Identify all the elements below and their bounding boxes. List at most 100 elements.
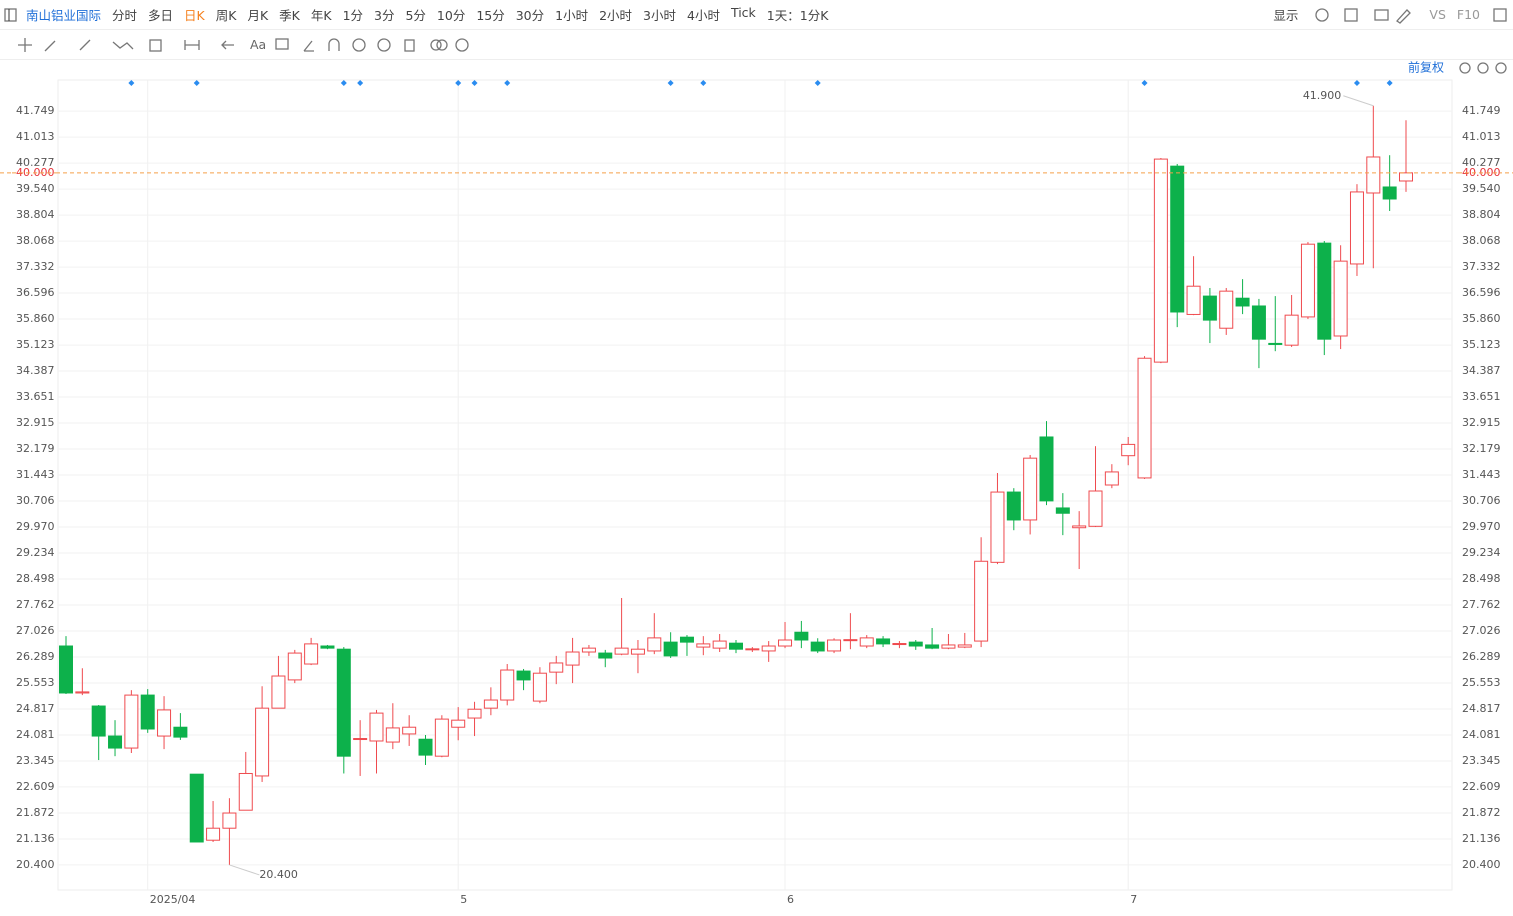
y-tick-label: 35.123 [16, 338, 55, 351]
candle-body [647, 637, 662, 652]
candle-body [189, 773, 204, 843]
candle-body [255, 707, 270, 777]
candle-body [1202, 295, 1217, 321]
y-tick-label: 21.872 [16, 806, 55, 819]
adjust-mode[interactable]: 前复权 [1408, 60, 1444, 75]
candle-body [516, 670, 531, 681]
period-button[interactable]: Tick [730, 5, 756, 20]
event-marker [667, 80, 674, 86]
y-tick-label: 34.387 [16, 364, 55, 377]
period-button[interactable]: 多日 [148, 8, 174, 23]
y-tick-label: 26.289 [16, 650, 55, 663]
candle-body [810, 641, 825, 652]
f10[interactable]: F10 [1456, 7, 1480, 22]
y-tick-label: 30.706 [16, 494, 55, 507]
candle-body [483, 699, 498, 709]
candle-body [859, 637, 874, 647]
candle-body [222, 812, 237, 829]
y-tick-label: 36.596 [16, 286, 55, 299]
y-tick-label-right: 27.762 [1462, 598, 1501, 611]
compare[interactable]: VS [1429, 7, 1446, 22]
tool-icons[interactable] [1309, 0, 1390, 30]
annotation-leader [1343, 95, 1374, 107]
y-tick-label-right: 38.804 [1462, 208, 1501, 221]
y-tick-label-right: 37.332 [1462, 260, 1501, 273]
y-tick-label: 21.136 [16, 832, 55, 845]
text-tool[interactable]: Aa [250, 37, 267, 52]
period-button[interactable]: 3分 [374, 8, 395, 23]
display[interactable]: 显示 [1273, 8, 1299, 23]
zoom-icons[interactable] [1459, 62, 1507, 74]
period-button[interactable]: 10分 [436, 8, 466, 23]
candle-body [843, 639, 858, 642]
period-button[interactable]: 周K [215, 8, 237, 23]
candle-body [108, 735, 123, 749]
period-button[interactable]: 15分 [476, 8, 505, 23]
candle-body [140, 694, 155, 730]
period-button[interactable]: 1分 [342, 8, 364, 23]
candle-body [614, 647, 629, 655]
y-tick-label-right: 26.289 [1462, 650, 1501, 663]
candle-body [500, 669, 515, 701]
candle-body [451, 719, 466, 728]
drawing-toolbar: Aa [0, 30, 1513, 60]
edit-icons[interactable] [1389, 0, 1429, 30]
x-tick-label: 5 [460, 893, 467, 906]
annotation-label: 41.900 [1303, 89, 1342, 102]
y-tick-label: 35.860 [16, 312, 55, 325]
candle-body [990, 491, 1005, 563]
last-price-label: 40.000 [1462, 166, 1501, 179]
period-button[interactable]: 2小时 [599, 8, 633, 23]
candle-body [712, 640, 727, 649]
event-marker [455, 80, 462, 86]
event-marker [1386, 80, 1393, 86]
candle-body [91, 705, 106, 737]
candle-body [663, 641, 678, 657]
candle-body [892, 643, 907, 646]
candle-body [565, 651, 580, 666]
y-tick-label: 32.179 [16, 442, 55, 455]
y-tick-label: 38.804 [16, 208, 55, 221]
y-tick-label: 23.345 [16, 754, 55, 767]
period-button[interactable]: 分时 [112, 8, 138, 23]
candle-body [908, 641, 923, 647]
candle-body [1006, 491, 1021, 521]
more-tools[interactable] [274, 30, 474, 60]
y-tick-label: 37.332 [16, 260, 55, 273]
interval[interactable]: 1天：1分K [766, 8, 829, 23]
y-tick-label: 25.553 [16, 676, 55, 689]
candle-body [434, 718, 449, 757]
candle-body [925, 644, 940, 649]
candle-body [794, 631, 809, 641]
y-tick-label-right: 40.277 [1462, 156, 1501, 169]
candle-body [1104, 471, 1119, 486]
period-button[interactable]: 年K [310, 8, 332, 23]
candle-body [1317, 242, 1332, 340]
candle-body [729, 642, 743, 650]
period-button[interactable]: 月K [247, 8, 269, 23]
y-tick-label: 24.081 [16, 728, 55, 741]
symbol[interactable]: 南山铝业国际 [26, 8, 102, 23]
candle-body [467, 708, 482, 719]
drawing-tools[interactable] [0, 30, 250, 60]
y-tick-label-right: 25.553 [1462, 676, 1501, 689]
period-button[interactable]: 4小时 [687, 8, 720, 23]
period-button[interactable]: 1小时 [555, 8, 589, 23]
period-button[interactable]: 30分 [515, 8, 545, 23]
candle-body [1170, 165, 1185, 313]
layout-icon[interactable] [1491, 0, 1513, 30]
period-button[interactable]: 5分 [405, 8, 426, 23]
candle-body [778, 639, 793, 647]
candle-body [1137, 357, 1152, 479]
panel-icon[interactable] [0, 0, 26, 30]
y-tick-label: 39.540 [16, 182, 55, 195]
event-marker [357, 80, 364, 86]
period-button[interactable]: 日K [184, 8, 205, 23]
candle-body [173, 726, 188, 738]
y-tick-label: 31.443 [16, 468, 55, 481]
y-tick-label-right: 32.179 [1462, 442, 1501, 455]
period-button[interactable]: 季K [279, 8, 300, 23]
candle-body [304, 643, 319, 665]
period-button[interactable]: 3小时 [643, 8, 676, 23]
y-tick-label: 32.915 [16, 416, 55, 429]
